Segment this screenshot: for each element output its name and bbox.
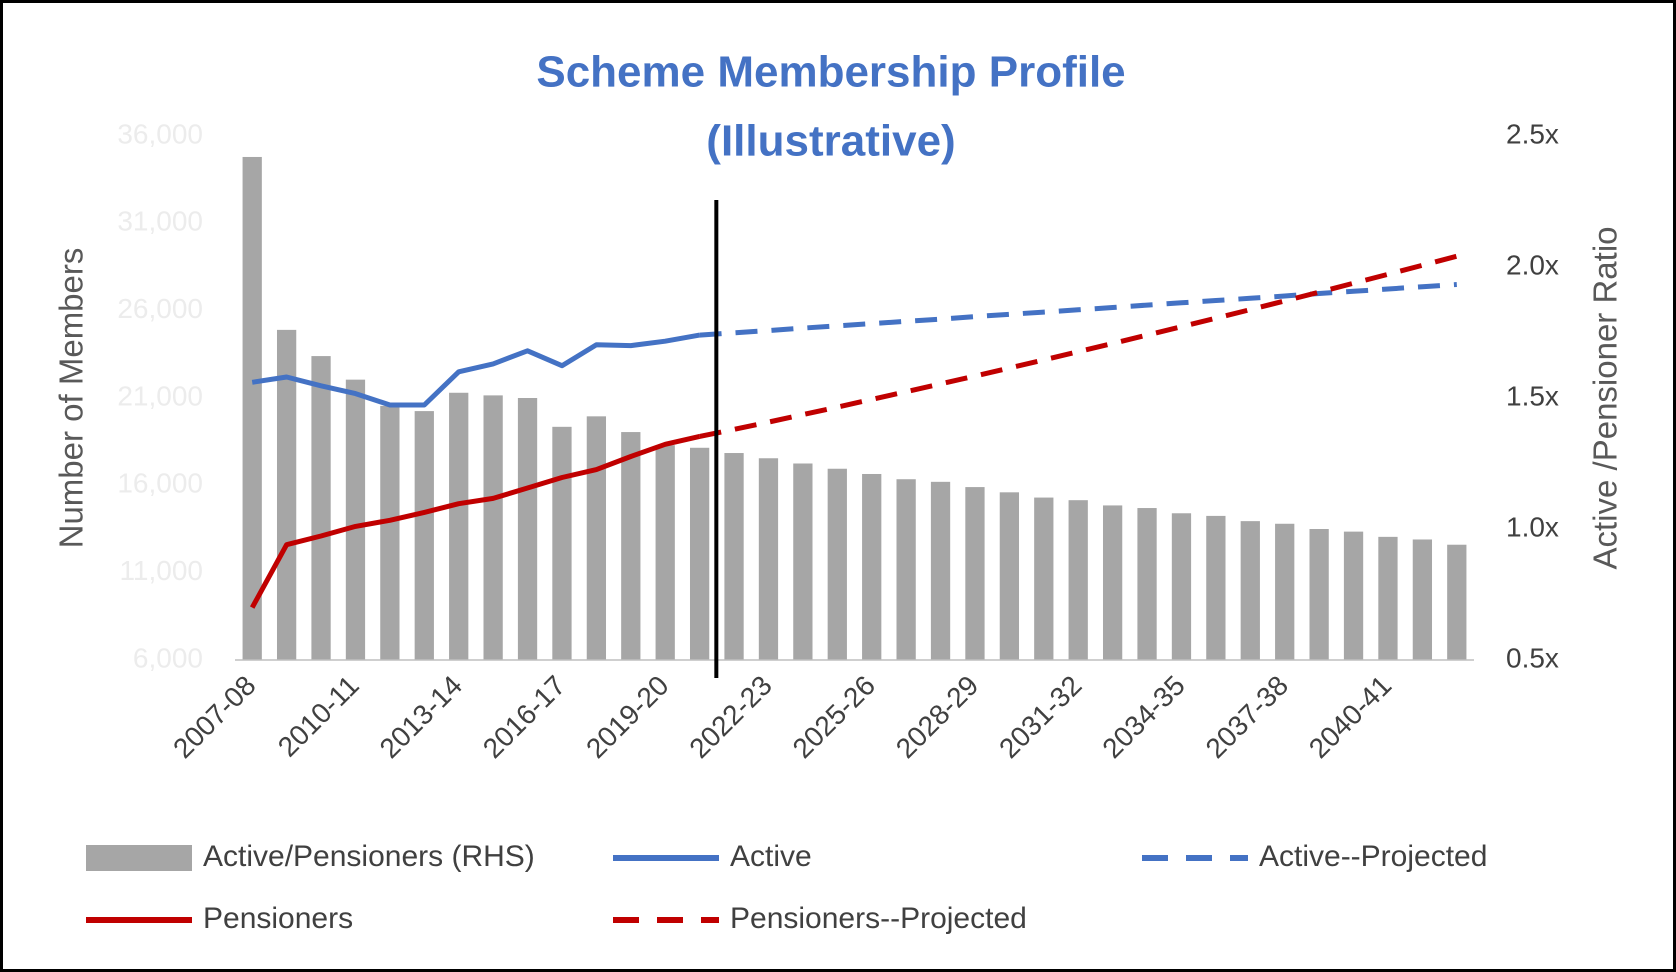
bar xyxy=(1137,508,1157,660)
bar xyxy=(276,329,297,660)
line xyxy=(251,332,701,408)
bar xyxy=(724,453,744,660)
chart-title: Scheme Membership Profile xyxy=(536,48,1125,97)
bar xyxy=(793,463,813,660)
y-axis-label: Number of Members xyxy=(53,248,90,549)
y-tick-label: 21,000 xyxy=(117,380,203,411)
bar xyxy=(1240,521,1260,660)
line xyxy=(250,433,701,609)
y2-tick-label: 1.5x xyxy=(1506,380,1559,411)
bar xyxy=(1447,544,1467,660)
line xyxy=(699,253,1458,439)
legend-label: Pensioners--Projected xyxy=(730,902,1027,935)
legend-label: Active xyxy=(730,840,812,873)
bar xyxy=(1343,531,1364,660)
legend-swatch xyxy=(86,845,192,871)
bar xyxy=(380,405,400,660)
bar xyxy=(689,447,710,660)
y2-tick-label: 2.5x xyxy=(1506,118,1559,149)
legend-label: Active--Projected xyxy=(1259,840,1487,873)
bar xyxy=(758,458,779,660)
y-tick-label: 31,000 xyxy=(117,206,203,237)
bar xyxy=(862,473,882,660)
bar xyxy=(1412,539,1433,660)
bar xyxy=(483,395,503,660)
y2-tick-label: 0.5x xyxy=(1506,642,1559,673)
bar xyxy=(345,379,366,660)
bar xyxy=(449,392,469,660)
bar xyxy=(621,432,641,660)
bar xyxy=(999,492,1020,660)
bar xyxy=(552,426,572,660)
bar xyxy=(517,398,538,660)
bar xyxy=(1102,505,1123,660)
bar xyxy=(1378,536,1398,660)
y-tick-label: 16,000 xyxy=(117,468,203,499)
y-tick-label: 6,000 xyxy=(133,642,203,673)
bar xyxy=(1171,513,1192,660)
bar xyxy=(655,445,675,660)
legend-label: Active/Pensioners (RHS) xyxy=(203,840,535,873)
bar xyxy=(1034,497,1054,660)
bar xyxy=(242,156,262,660)
bar xyxy=(586,416,607,660)
bar xyxy=(414,411,434,660)
y-tick-label: 36,000 xyxy=(117,118,203,149)
bar xyxy=(965,487,985,660)
chart-title: (Illustrative) xyxy=(706,117,955,166)
bar xyxy=(1275,523,1295,660)
line xyxy=(699,282,1457,338)
bar xyxy=(311,356,331,660)
bar xyxy=(827,468,847,660)
y-tick-label: 11,000 xyxy=(119,555,203,586)
bar xyxy=(1309,529,1329,660)
y2-axis-label: Active /Pensioner Ratio xyxy=(1587,226,1624,569)
legend-label: Pensioners xyxy=(203,902,353,935)
y-tick-label: 26,000 xyxy=(117,293,203,324)
y2-tick-label: 1.0x xyxy=(1506,511,1559,542)
y2-tick-label: 2.0x xyxy=(1506,249,1559,280)
bar xyxy=(930,481,951,660)
bar xyxy=(1206,515,1226,660)
bar xyxy=(1068,500,1088,660)
bar xyxy=(896,479,916,660)
